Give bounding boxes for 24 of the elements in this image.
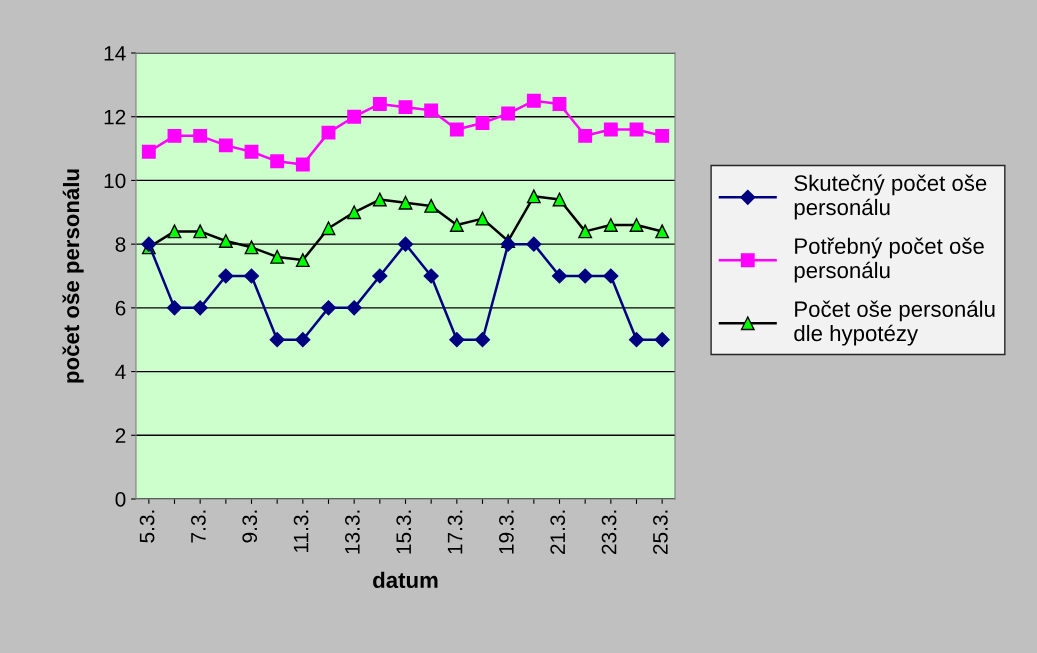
x-axis-title: datum bbox=[373, 571, 438, 589]
x-tick-label: 23.3. bbox=[601, 510, 617, 555]
x-tick-label: 11.3. bbox=[293, 510, 309, 552]
y-tick-label: 0 bbox=[115, 492, 126, 507]
y-tick-label: 14 bbox=[104, 46, 126, 61]
legend-label: Skutečný počet oše personálu bbox=[794, 174, 987, 220]
y-tick-label: 6 bbox=[115, 300, 126, 316]
x-tick-label: 25.3. bbox=[653, 510, 668, 555]
x-tick-label: 5.3. bbox=[139, 510, 155, 543]
y-tick-label: 8 bbox=[115, 237, 126, 252]
x-tick-label: 19.3. bbox=[499, 510, 514, 554]
x-tick-label: 15.3. bbox=[396, 510, 412, 554]
x-tick-label: 13.3. bbox=[345, 510, 360, 554]
legend-label: Počet oše personálu dle hypotézy bbox=[794, 300, 995, 346]
x-tick-label: 21.3. bbox=[550, 510, 566, 555]
y-tick-label: 12 bbox=[104, 109, 126, 125]
y-tick-label: 2 bbox=[115, 428, 126, 443]
y-tick-label: 4 bbox=[115, 364, 126, 380]
x-tick-label: 17.3. bbox=[447, 510, 463, 554]
y-axis-title: počet oše personálu bbox=[62, 169, 84, 383]
y-tick-label: 10 bbox=[104, 173, 126, 189]
x-tick-label: 9.3. bbox=[242, 510, 258, 543]
legend-label: Potřebný počet oše personálu bbox=[794, 237, 984, 283]
x-tick-label: 7.3. bbox=[191, 510, 206, 543]
